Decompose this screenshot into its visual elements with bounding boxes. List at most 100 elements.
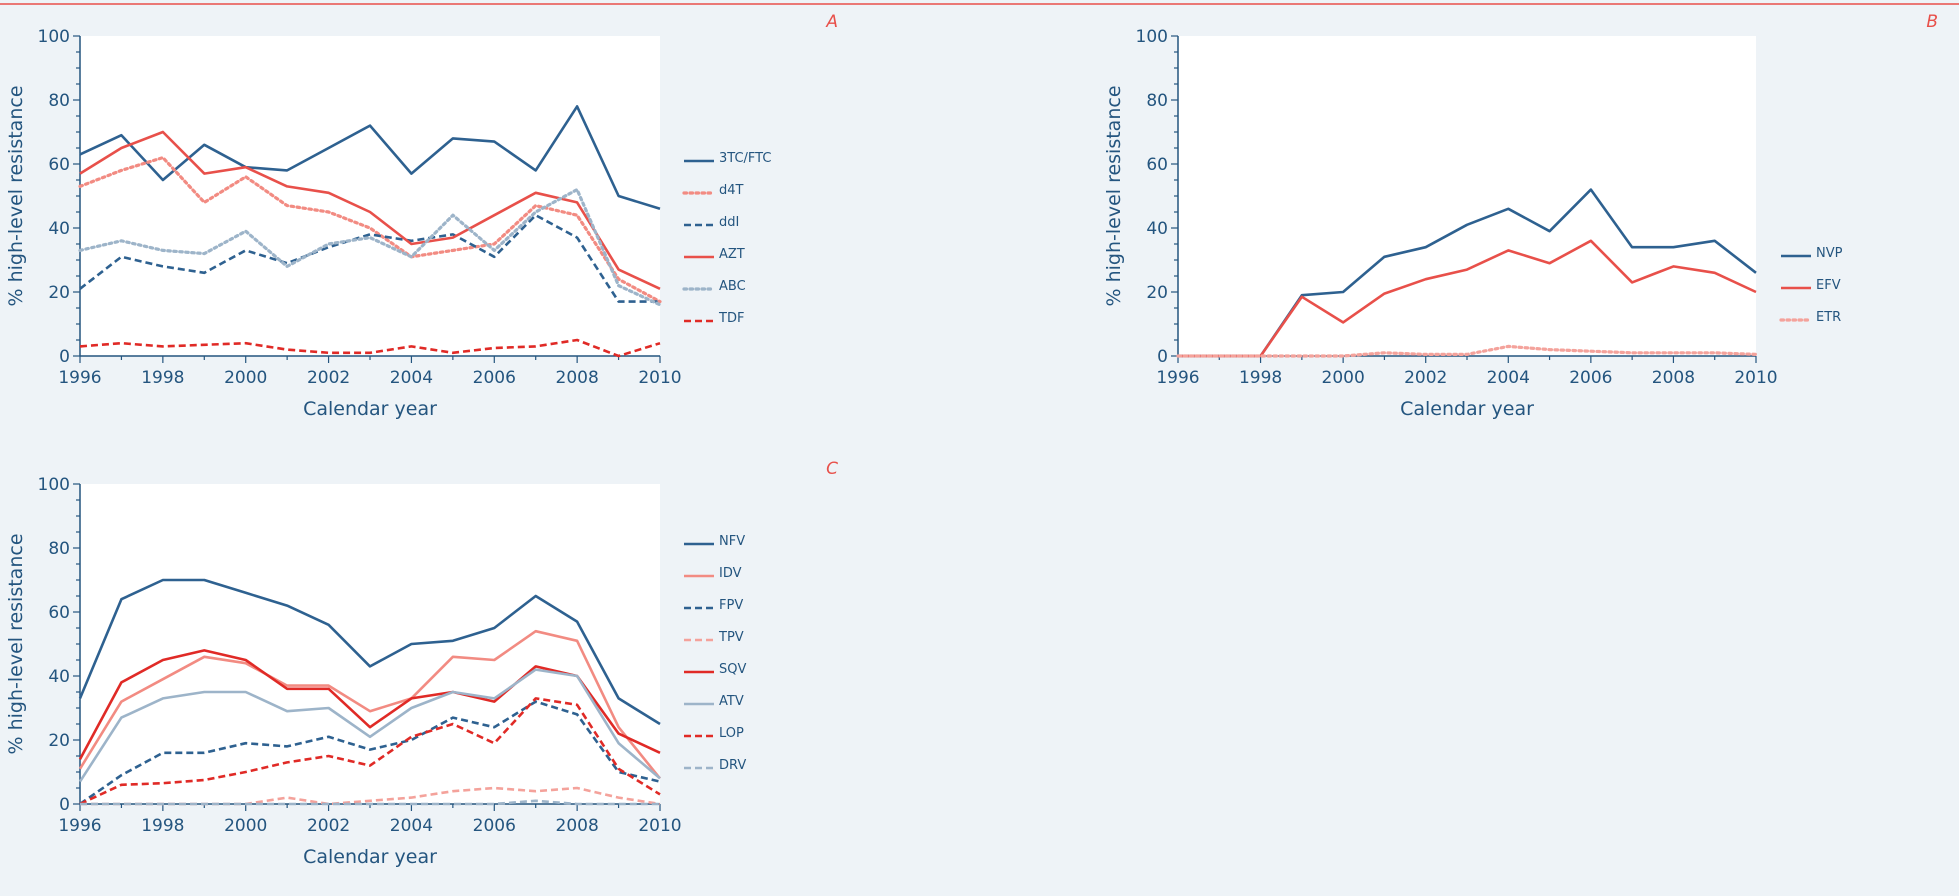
panel-c-y-tick-label: 80 xyxy=(48,539,70,559)
panel-b-letter: B xyxy=(1926,12,1938,32)
panel-b-x-axis: 1996 1998 2000 2002 2004 2006 2008 2010 xyxy=(1156,355,1778,388)
panel-b-x-axis-label: Calendar year xyxy=(1400,398,1534,420)
panel-a-legend-label: ddI xyxy=(719,215,739,230)
panel-a-x-tick-label: 2004 xyxy=(390,368,433,388)
panel-c-legend-item: DRV xyxy=(684,758,746,773)
panel-c-plot-area xyxy=(80,484,660,804)
panel-a-x-axis-label: Calendar year xyxy=(303,398,437,420)
panel-a-series xyxy=(78,105,662,358)
panel-b-legend-label: EFV xyxy=(1816,278,1841,293)
panel-c-legend-label: SQV xyxy=(719,662,746,677)
panel-b-series-efv xyxy=(1178,239,1757,358)
panel-c-series xyxy=(78,578,662,806)
panel-c-x-axis: 1996 1998 2000 2002 2004 2006 2008 2010 xyxy=(58,803,682,836)
panel-c-legend-item: SQV xyxy=(684,662,746,677)
panel-b-y-tick-label: 0 xyxy=(1157,347,1168,367)
panel-c: C 0 20 40 60 80 100 1996 1998 2000 2002 2004 2006 2… xyxy=(5,459,838,868)
panel-c-x-tick-label: 2010 xyxy=(638,816,681,836)
panel-b-x-tick-label: 2002 xyxy=(1404,368,1447,388)
panel-c-y-tick-label: 40 xyxy=(48,667,70,687)
panel-b-x-tick-label: 1996 xyxy=(1156,368,1199,388)
panel-a-y-tick-label: 40 xyxy=(48,219,70,239)
panel-a-series-azt xyxy=(79,130,661,290)
panel-a-legend-label: d4T xyxy=(719,183,744,198)
panel-c-letter: C xyxy=(826,459,838,479)
panel-b-y-tick-label: 20 xyxy=(1146,283,1168,303)
panel-a-legend-item: ddI xyxy=(684,215,739,230)
panel-c-y-tick-label: 20 xyxy=(48,731,70,751)
panel-c-legend-label: FPV xyxy=(719,598,743,613)
panel-c-y-tick-label: 100 xyxy=(38,475,70,495)
panel-a-legend-item: TDF xyxy=(684,311,744,326)
panel-a-legend-label: 3TC/FTC xyxy=(719,151,771,166)
panel-c-series-nfv xyxy=(78,578,661,726)
panel-a-y-axis-label: % high-level resistance xyxy=(5,85,27,306)
panel-a-x-tick-label: 1996 xyxy=(58,368,101,388)
panel-b-y-axis-label: % high-level resistance xyxy=(1103,85,1125,306)
panel-a-x-tick-label: 2010 xyxy=(638,368,681,388)
panel-b-y-tick-label: 60 xyxy=(1146,155,1168,175)
panel-b-legend-item: NVP xyxy=(1781,246,1843,261)
panel-c-legend-label: IDV xyxy=(719,566,742,581)
panel-c-x-tick-label: 1996 xyxy=(58,816,101,836)
panel-a-legend-item: 3TC/FTC xyxy=(684,151,771,166)
panel-b-x-tick-label: 2006 xyxy=(1569,368,1612,388)
panel-a-y-tick-label: 60 xyxy=(48,155,70,175)
panel-a-y-tick-label: 20 xyxy=(48,283,70,303)
panel-b-series xyxy=(1176,188,1758,358)
panel-c-legend-item: FPV xyxy=(684,598,743,613)
panel-a-legend-item: d4T xyxy=(682,183,744,198)
panel-a-legend-label: AZT xyxy=(719,247,745,262)
panel-b-y-tick-label: 100 xyxy=(1136,27,1168,47)
panel-c-series-fpv xyxy=(79,700,661,806)
panel-b-x-tick-label: 2000 xyxy=(1322,368,1365,388)
panel-a-series-tdf xyxy=(79,338,661,358)
panel-a-y-tick-label: 0 xyxy=(59,347,70,367)
panel-a-legend-label: TDF xyxy=(718,311,744,326)
panel-c-series-idv xyxy=(78,629,662,780)
panel-c-x-axis-label: Calendar year xyxy=(303,846,437,868)
panel-c-legend-item: NFV xyxy=(684,534,745,549)
panel-c-series-tpv xyxy=(80,786,661,806)
panel-c-legend-item: IDV xyxy=(684,566,742,581)
panel-a-y-tick-label: 80 xyxy=(48,91,70,111)
panel-b: B 0 20 40 60 80 100 1996 1998 2000 2002 2004 2006 2… xyxy=(1103,12,1938,420)
panel-a-letter: A xyxy=(825,12,838,32)
panel-b-legend-label: ETR xyxy=(1816,310,1841,325)
panel-c-x-tick-label: 2008 xyxy=(556,816,599,836)
panel-a-y-tick-label: 100 xyxy=(38,27,70,47)
panel-b-x-tick-label: 2004 xyxy=(1487,368,1530,388)
panel-a-series-3tc-ftc xyxy=(79,105,661,211)
panel-c-y-tick-label: 0 xyxy=(59,795,70,815)
panel-c-x-tick-label: 2006 xyxy=(473,816,516,836)
panel-a-legend-item: AZT xyxy=(684,247,745,262)
panel-c-legend-item: ATV xyxy=(684,694,744,709)
panel-b-legend: NVP EFV ETR xyxy=(1779,246,1843,325)
panel-c-x-tick-label: 1998 xyxy=(141,816,184,836)
panel-c-y-axis: 0 20 40 60 80 100 xyxy=(38,475,81,815)
panel-b-x-tick-label: 1998 xyxy=(1239,368,1282,388)
panel-c-legend-label: ATV xyxy=(719,694,744,709)
panel-c-x-tick-label: 2002 xyxy=(307,816,350,836)
panel-b-y-tick-label: 80 xyxy=(1146,91,1168,111)
panel-a-x-tick-label: 2000 xyxy=(224,368,267,388)
panel-a-y-axis: 0 20 40 60 80 100 xyxy=(38,27,81,367)
panel-a-legend: 3TC/FTC d4T ddI AZT ABC TDF xyxy=(682,151,771,326)
panel-c-series-atv xyxy=(78,668,661,783)
panel-a-series-d4t xyxy=(78,156,662,304)
panel-a-legend-label: ABC xyxy=(719,279,746,294)
panel-b-x-tick-label: 2008 xyxy=(1652,368,1695,388)
panel-a-x-tick-label: 2008 xyxy=(556,368,599,388)
panel-c-x-tick-label: 2000 xyxy=(224,816,267,836)
panel-a-x-tick-label: 2002 xyxy=(307,368,350,388)
panel-c-legend-item: TPV xyxy=(684,630,744,645)
panel-c-legend-label: NFV xyxy=(719,534,745,549)
panel-a-legend-item: ABC xyxy=(682,279,746,294)
panel-b-plot-area xyxy=(1178,36,1756,356)
panel-c-legend: NFV IDV FPV TPV SQV ATV LOP DRV xyxy=(684,534,746,773)
panel-b-y-axis: 0 20 40 60 80 100 xyxy=(1136,27,1179,367)
panel-b-legend-label: NVP xyxy=(1816,246,1843,261)
panel-b-legend-item: EFV xyxy=(1781,278,1841,293)
panel-c-legend-label: DRV xyxy=(719,758,746,773)
